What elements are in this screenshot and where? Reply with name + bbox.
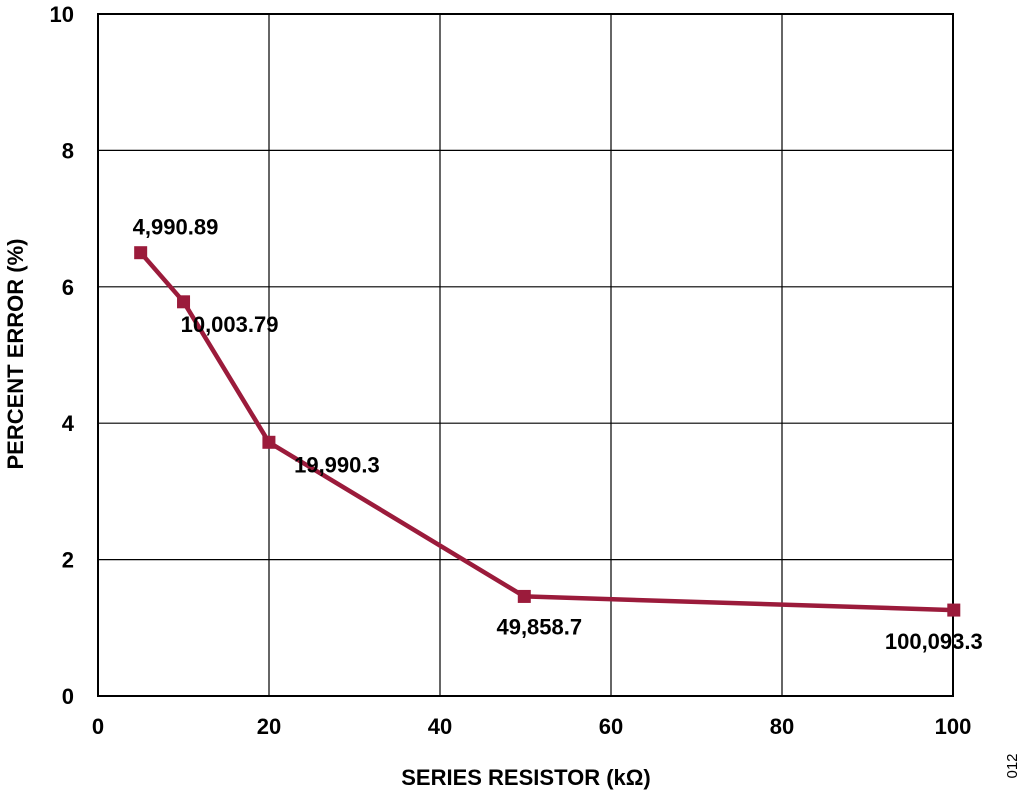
series-line: [138, 251, 954, 613]
data-label: 49,858.7: [496, 614, 582, 639]
y-tick-label: 6: [62, 275, 74, 300]
y-tick-label: 8: [62, 138, 74, 163]
y-tick-label: 0: [62, 684, 74, 709]
figure-id: 012: [1004, 753, 1021, 778]
x-tick-label: 60: [599, 714, 623, 739]
axes: [97, 13, 954, 697]
data-label: 4,990.89: [133, 215, 219, 240]
data-label: 100,093.3: [885, 629, 983, 654]
y-axis-title: PERCENT ERROR (%): [3, 238, 28, 469]
data-labels: 4,990.89 10,003.79 19,990.3 49,858.7 100,093…: [133, 215, 983, 654]
x-tick-label: 80: [770, 714, 794, 739]
y-tick-label: 4: [62, 411, 75, 436]
grid: [98, 14, 953, 696]
data-point: [177, 295, 191, 309]
data-point: [947, 603, 961, 617]
x-axis-title: SERIES RESISTOR (kΩ): [401, 765, 651, 790]
data-point: [262, 435, 276, 449]
x-tick-label: 20: [257, 714, 281, 739]
plot-frame: [97, 13, 954, 697]
x-tick-label: 40: [428, 714, 452, 739]
y-tick-label: 10: [50, 2, 74, 27]
x-tick-label: 100: [935, 714, 972, 739]
y-tick-labels: 0 2 4 6 8 10: [50, 2, 75, 709]
x-tick-label: 0: [92, 714, 104, 739]
x-tick-labels: 0 20 40 60 80 100: [92, 714, 971, 739]
data-label: 19,990.3: [294, 452, 380, 477]
series: [134, 246, 961, 617]
data-point: [134, 246, 148, 260]
data-label: 10,003.79: [181, 312, 279, 337]
y-tick-label: 2: [62, 548, 74, 573]
data-point: [517, 589, 531, 603]
